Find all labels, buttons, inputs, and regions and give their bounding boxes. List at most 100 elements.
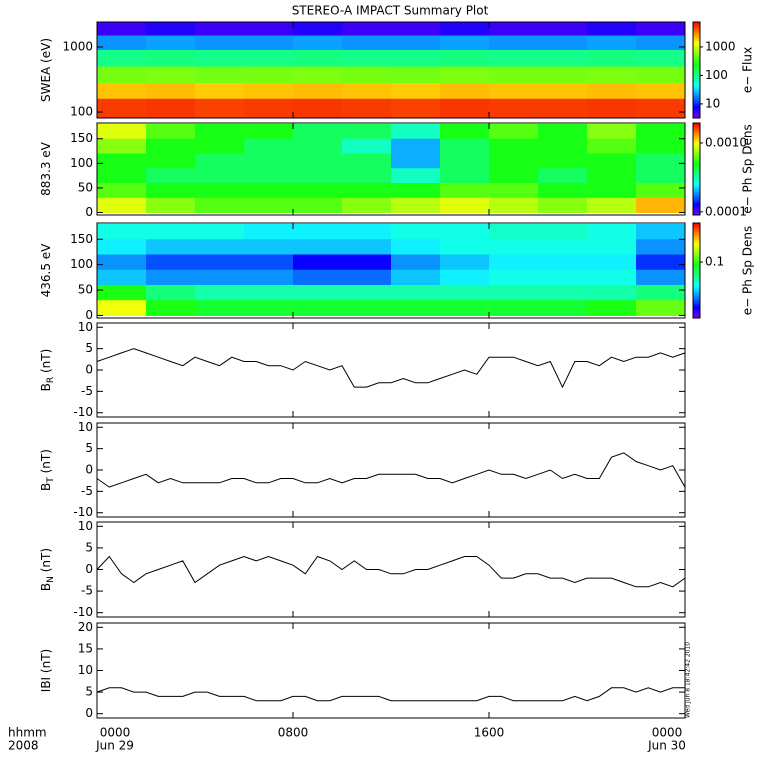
colorbar-step (693, 79, 700, 83)
spectrogram-cell (391, 123, 441, 140)
y-tick-label: 0 (85, 463, 93, 477)
panel-frame (96, 322, 686, 418)
y-label-main: SWEA (eV) (39, 38, 53, 102)
colorbar-step (693, 125, 700, 129)
spectrogram-cell (97, 22, 147, 37)
spectrogram-cell (587, 269, 637, 286)
spectrogram-cell (440, 284, 490, 301)
spectrogram-cell (293, 224, 343, 240)
colorbar-step (693, 34, 700, 37)
spectrogram-cell (244, 224, 294, 240)
y-tick-label: 0 (85, 205, 93, 219)
spectrogram-cell (636, 239, 686, 255)
spectrogram-cell (391, 168, 441, 184)
spectrogram-cell (391, 300, 441, 316)
spectrogram-cell (538, 197, 588, 214)
colorbar-step (693, 210, 700, 214)
spectrogram-cell (146, 138, 196, 155)
y-tick-label: 15 (78, 641, 93, 655)
colorbar-tick-label: 0.0010 (705, 135, 747, 149)
y-label-sub: N (46, 576, 56, 583)
spectrogram-cell (293, 82, 343, 100)
colorbar-step (693, 134, 700, 138)
colorbar-step (693, 136, 700, 140)
spectrogram-cell (636, 183, 686, 199)
spectrogram-cell (391, 224, 441, 240)
colorbar-step (693, 77, 700, 81)
spectrogram-cell (587, 284, 637, 301)
spectrogram-cell (146, 22, 196, 37)
spectrogram-cell (244, 35, 294, 51)
spectrogram-cell (636, 35, 686, 51)
spectrogram-cell (391, 197, 441, 214)
spectrogram-cell (195, 197, 245, 214)
colorbar-step (693, 43, 700, 47)
colorbar-tick-label: 100 (705, 68, 728, 82)
spectrogram-cell (636, 197, 686, 214)
spectrogram-cell (489, 35, 539, 51)
colorbar-step (693, 108, 700, 112)
colorbar-step (693, 41, 700, 45)
colorbar-step (693, 270, 700, 274)
colorbar-step (693, 263, 700, 267)
y-tick-label: 150 (70, 131, 93, 145)
colorbar-step (693, 185, 700, 188)
spectrogram-cell (489, 168, 539, 184)
spectrogram-cell (195, 35, 245, 51)
y-tick-label: 10 (78, 519, 93, 533)
colorbar-step (693, 198, 700, 202)
spectrogram-cell (538, 239, 588, 255)
x-date-label: Jun 30 (647, 739, 686, 753)
spectrogram-cell (97, 284, 147, 301)
data-line (96, 452, 686, 488)
plot-title: STEREO-A IMPACT Summary Plot (292, 4, 489, 18)
colorbar-step (693, 272, 700, 276)
colorbar-step (693, 277, 700, 281)
spectrogram-cell (587, 138, 637, 155)
y-label-sub: R (46, 377, 56, 383)
spectrogram-cell (244, 168, 294, 184)
spectrogram-cell (342, 224, 392, 240)
spectrogram-cell (489, 123, 539, 140)
spectrogram-cell (146, 49, 196, 68)
colorbar-step (693, 150, 700, 154)
colorbar-step (693, 74, 700, 78)
colorbar-step (693, 123, 700, 126)
spectrogram-cell (489, 98, 539, 119)
spectrogram-cell (440, 22, 490, 37)
colorbar-step (693, 284, 700, 288)
colorbar-step (693, 24, 700, 28)
y-tick-label: 0 (85, 562, 93, 576)
y-tick-label: 0 (85, 308, 93, 322)
colorbar-frame (692, 122, 701, 216)
spectrogram-cell (538, 82, 588, 100)
spectrogram-cell (342, 82, 392, 100)
spectrogram-cell (244, 269, 294, 286)
colorbar-step (693, 313, 700, 317)
y-tick-label: 5 (85, 540, 93, 554)
spectrogram-cell (587, 49, 637, 68)
colorbar-step (693, 159, 700, 163)
y-label-main: 436.5 eV (39, 243, 53, 298)
colorbar-step (693, 308, 700, 312)
colorbar-step (693, 55, 700, 59)
spectrogram-cell (440, 300, 490, 316)
spectrogram-cell (636, 300, 686, 316)
spectrogram-cell (538, 254, 588, 271)
colorbar-step (693, 91, 700, 95)
colorbar-step (693, 29, 700, 33)
colorbar-step (693, 98, 700, 102)
spectrogram-cell (97, 224, 147, 240)
spectrogram-cell (97, 153, 147, 169)
spectrogram-cell (587, 224, 637, 240)
colorbar-step (693, 212, 700, 216)
spectrogram-cell (391, 284, 441, 301)
y-tick-label: 5 (85, 685, 93, 699)
colorbar-step (693, 36, 700, 40)
colorbar-step (693, 303, 700, 307)
colorbar-step (693, 251, 700, 255)
spectrogram-cell (244, 66, 294, 84)
y-tick-label: 5 (85, 441, 93, 455)
spectrogram-cell (342, 300, 392, 316)
colorbar-step (693, 175, 700, 179)
